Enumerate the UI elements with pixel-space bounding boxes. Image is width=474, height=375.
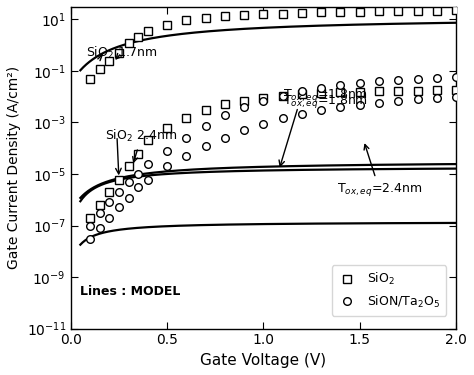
SiO$_2$ [116,51,122,55]
SiO$_2$ [241,13,247,17]
SiO$_2$ [395,9,401,14]
SiON/Ta$_2$O$_5$ [222,112,228,117]
SiON/Ta$_2$O$_5$ [395,78,401,82]
Line: SiON/Ta$_2$O$_5$: SiON/Ta$_2$O$_5$ [86,73,460,230]
SiO$_2$ [280,11,285,16]
SiO$_2$ [164,23,170,27]
Y-axis label: Gate Current Density (A/cm²): Gate Current Density (A/cm²) [7,66,21,269]
SiON/Ta$_2$O$_5$ [126,180,131,184]
SiO$_2$ [222,14,228,18]
SiO$_2$ [453,8,459,13]
SiON/Ta$_2$O$_5$ [116,190,122,194]
SiO$_2$ [126,41,131,45]
SiO$_2$ [415,9,420,13]
SiO$_2$ [434,8,440,13]
Text: T$_{ox,eq}$=1.8nm: T$_{ox,eq}$=1.8nm [283,87,368,104]
SiO$_2$ [135,35,141,39]
SiO$_2$ [97,66,102,71]
SiON/Ta$_2$O$_5$ [241,105,247,109]
SiON/Ta$_2$O$_5$ [107,200,112,204]
SiON/Ta$_2$O$_5$ [434,75,440,80]
SiON/Ta$_2$O$_5$ [376,79,382,83]
SiON/Ta$_2$O$_5$ [164,148,170,153]
SiON/Ta$_2$O$_5$ [453,74,459,79]
SiO$_2$ [145,29,151,33]
SiO$_2$ [107,58,112,63]
SiON/Ta$_2$O$_5$ [203,124,209,129]
SiON/Ta$_2$O$_5$ [299,89,305,94]
SiO$_2$ [261,12,266,16]
SiO$_2$ [299,11,305,15]
SiO$_2$ [337,10,343,14]
SiON/Ta$_2$O$_5$ [87,223,93,228]
Legend: SiO$_2$, SiON/Ta$_2$O$_5$: SiO$_2$, SiON/Ta$_2$O$_5$ [332,265,446,316]
X-axis label: Gate Voltage (V): Gate Voltage (V) [201,353,327,368]
SiON/Ta$_2$O$_5$ [145,161,151,166]
SiON/Ta$_2$O$_5$ [319,86,324,90]
SiON/Ta$_2$O$_5$ [183,136,189,140]
SiON/Ta$_2$O$_5$ [415,76,420,81]
Line: SiO$_2$: SiO$_2$ [86,7,460,82]
SiON/Ta$_2$O$_5$ [337,83,343,87]
SiO$_2$ [319,10,324,15]
SiON/Ta$_2$O$_5$ [261,98,266,103]
SiON/Ta$_2$O$_5$ [135,172,141,176]
SiON/Ta$_2$O$_5$ [280,93,285,98]
Text: T$_{ox,eq}$=2.4nm: T$_{ox,eq}$=2.4nm [337,144,422,198]
SiO$_2$ [357,9,363,14]
Text: T$_{ox,eq}$=1.8nm: T$_{ox,eq}$=1.8nm [283,93,368,111]
SiO$_2$ [87,76,93,81]
Text: SiO$_2$ 1.7nm: SiO$_2$ 1.7nm [86,45,157,61]
SiON/Ta$_2$O$_5$ [357,80,363,85]
SiO$_2$ [376,9,382,14]
SiO$_2$ [183,18,189,22]
SiO$_2$ [203,16,209,20]
Text: SiO$_2$ 2.4nm: SiO$_2$ 2.4nm [105,128,178,162]
Text: Lines : MODEL: Lines : MODEL [81,285,181,298]
SiON/Ta$_2$O$_5$ [97,211,102,216]
